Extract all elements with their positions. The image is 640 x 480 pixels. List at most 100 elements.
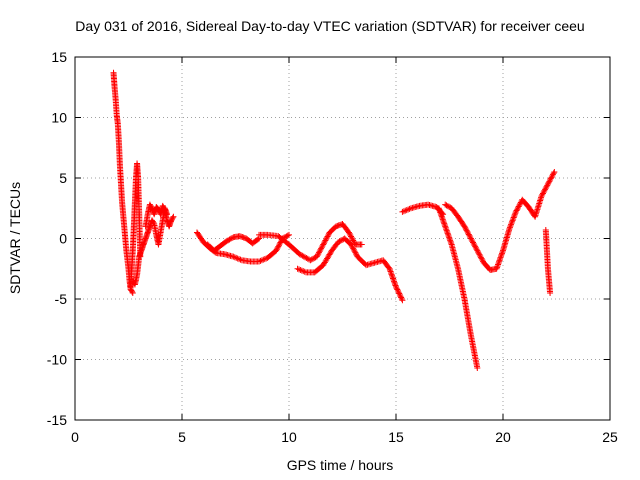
y-tick-label: 0 xyxy=(59,231,67,247)
y-tick-label: -15 xyxy=(47,412,67,428)
data-point xyxy=(314,252,321,259)
data-points xyxy=(110,69,558,371)
data-point xyxy=(161,206,168,213)
data-point xyxy=(511,211,518,218)
data-point xyxy=(443,202,450,209)
data-point xyxy=(548,174,555,181)
data-point xyxy=(349,236,356,243)
data-point xyxy=(547,177,554,184)
data-point xyxy=(507,222,514,229)
x-axis-label: GPS time / hours xyxy=(287,457,394,473)
data-point xyxy=(474,247,481,254)
y-tick-label: -10 xyxy=(47,352,67,368)
data-point xyxy=(286,231,292,238)
data-point xyxy=(477,252,484,259)
data-point xyxy=(348,233,355,240)
axis-ticks: 0 5 10 15 20 25 -15 -10 -5 0 5 10 15 xyxy=(47,49,618,445)
data-point xyxy=(394,287,401,294)
data-point xyxy=(295,266,302,273)
data-point xyxy=(319,242,326,249)
data-point xyxy=(396,290,403,297)
data-point xyxy=(508,221,515,228)
data-point xyxy=(472,243,479,250)
data-point xyxy=(540,189,547,196)
series-seg6 xyxy=(204,233,263,254)
data-point xyxy=(169,214,176,221)
data-point xyxy=(444,203,451,210)
data-point xyxy=(547,289,554,296)
data-point xyxy=(237,256,244,263)
data-point xyxy=(336,238,343,245)
y-tick-label: 10 xyxy=(51,110,67,126)
data-point xyxy=(509,218,516,225)
grid xyxy=(75,57,610,420)
data-point xyxy=(542,186,549,193)
data-point xyxy=(399,297,406,304)
data-point xyxy=(542,185,549,192)
data-point xyxy=(325,232,332,239)
data-point xyxy=(397,293,404,300)
data-point xyxy=(551,168,558,175)
data-point xyxy=(308,256,315,263)
data-point xyxy=(465,230,472,237)
data-point xyxy=(298,267,305,274)
data-point xyxy=(514,204,521,211)
data-point xyxy=(479,257,486,264)
data-point xyxy=(468,236,475,243)
data-point xyxy=(509,217,516,224)
data-point xyxy=(346,230,353,237)
data-point xyxy=(466,232,473,239)
data-point xyxy=(297,266,304,273)
x-tick-label: 0 xyxy=(71,429,79,445)
series-seg10 xyxy=(435,205,481,371)
data-point xyxy=(353,250,360,257)
data-point xyxy=(315,250,322,257)
data-point xyxy=(323,234,330,241)
data-point xyxy=(350,245,357,252)
data-point xyxy=(323,236,330,243)
data-point xyxy=(549,171,556,178)
data-point xyxy=(229,235,236,242)
data-point xyxy=(467,235,474,242)
data-point xyxy=(254,236,261,243)
data-point xyxy=(226,236,233,243)
x-tick-label: 15 xyxy=(388,429,404,445)
data-point xyxy=(512,208,519,215)
data-point xyxy=(477,254,484,261)
data-point xyxy=(446,203,453,210)
data-point xyxy=(442,201,449,208)
series-seg8 xyxy=(294,235,406,304)
data-point xyxy=(150,219,157,226)
data-point xyxy=(539,191,546,198)
data-point xyxy=(350,246,357,253)
data-point xyxy=(508,220,515,227)
data-point xyxy=(318,245,325,252)
data-point xyxy=(348,241,355,248)
data-point xyxy=(476,251,483,258)
data-point xyxy=(467,234,474,241)
data-point xyxy=(317,246,324,253)
series-seg4 xyxy=(142,201,177,230)
data-point xyxy=(474,364,481,371)
data-point xyxy=(349,244,356,251)
data-point xyxy=(230,253,237,260)
data-point xyxy=(321,238,328,245)
series-seg12 xyxy=(542,227,554,296)
data-point xyxy=(385,264,392,271)
data-point xyxy=(510,214,517,221)
data-point xyxy=(261,256,268,263)
y-axis-label: SDTVAR / TECUs xyxy=(7,182,23,294)
data-point xyxy=(284,232,291,239)
data-point xyxy=(257,257,264,264)
data-point xyxy=(546,178,553,185)
data-point xyxy=(231,254,238,261)
data-point xyxy=(547,175,554,182)
data-point xyxy=(301,268,308,275)
x-tick-label: 25 xyxy=(602,429,618,445)
data-point xyxy=(320,240,327,247)
data-point xyxy=(313,253,320,260)
data-point xyxy=(517,200,524,207)
series-seg11 xyxy=(442,168,558,273)
data-point xyxy=(393,285,400,292)
data-point xyxy=(223,237,230,244)
